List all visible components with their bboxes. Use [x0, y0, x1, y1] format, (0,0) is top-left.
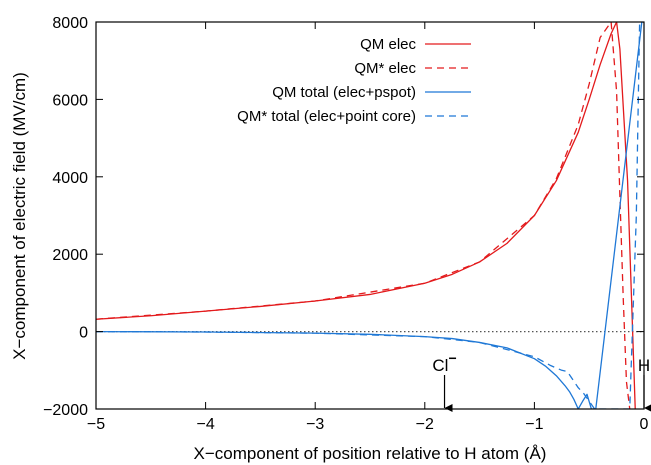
y-axis-label: X−component of electric field (MV/cm) — [10, 72, 29, 360]
y-tick-label: 4000 — [52, 170, 88, 187]
legend-label-1: QM* elec — [354, 60, 416, 77]
series-line-3 — [96, 22, 641, 409]
y-tick-label: 2000 — [52, 247, 88, 264]
x-tick-label: −1 — [525, 416, 543, 433]
legend-label-0: QM elec — [360, 36, 416, 53]
legend-label-2: QM total (elec+pspot) — [272, 84, 416, 101]
y-tick-label: 0 — [79, 325, 88, 342]
annotation-label-0: Cl− — [432, 350, 456, 375]
x-tick-label: −5 — [87, 416, 105, 433]
series-line-0 — [96, 22, 636, 409]
series-line-1 — [96, 22, 631, 409]
x-axis-label: X−component of position relative to H at… — [194, 444, 547, 463]
series-line-2 — [96, 22, 644, 409]
y-tick-label: −2000 — [43, 402, 88, 419]
y-tick-label: 6000 — [52, 92, 88, 109]
plot-frame — [95, 21, 645, 410]
x-tick-label: −4 — [196, 416, 214, 433]
annotation-label-1: H — [638, 356, 650, 375]
x-tick-label: 0 — [640, 416, 649, 433]
x-tick-label: −2 — [416, 416, 434, 433]
x-tick-label: −3 — [306, 416, 324, 433]
y-tick-label: 8000 — [52, 15, 88, 32]
legend-label-3: QM* total (elec+point core) — [237, 108, 416, 125]
